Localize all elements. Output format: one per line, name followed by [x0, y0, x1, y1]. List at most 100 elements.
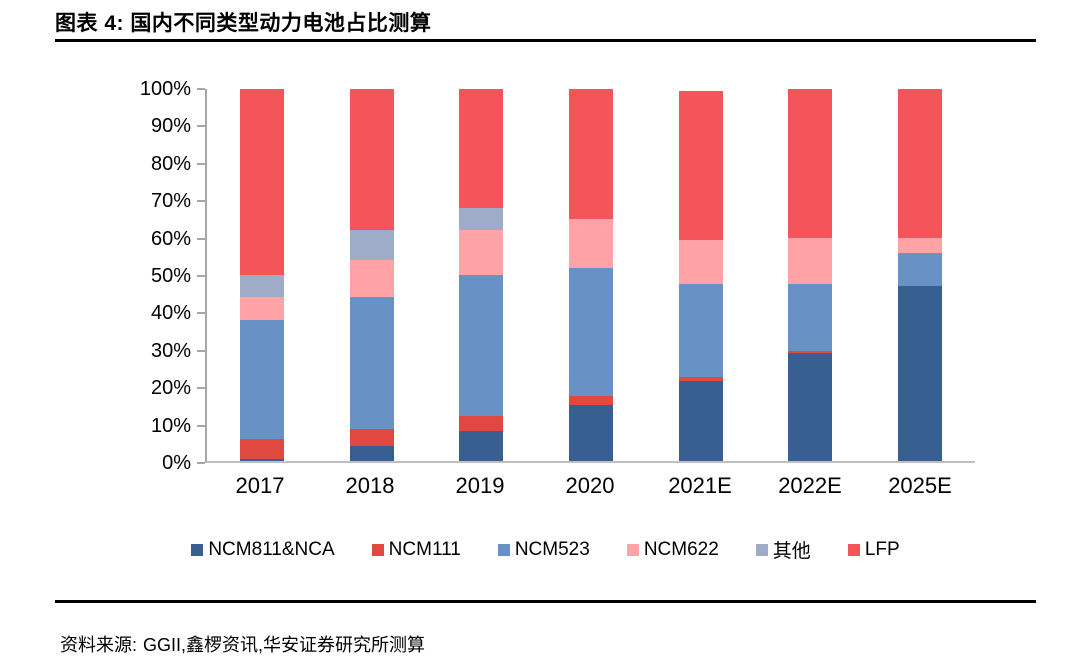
bar-segment-NCM811&NCA: [678, 381, 723, 461]
y-tick-mark: [197, 387, 205, 390]
x-axis-label-2022E: 2022E: [778, 473, 842, 498]
bar-segment-LFP: [569, 89, 614, 220]
y-tick-label: 30%: [150, 339, 191, 362]
bar-segment-LFP: [788, 89, 833, 238]
source-note: 资料来源: GGII,鑫椤资讯,华安证券研究所测算: [60, 631, 425, 657]
bar-slot-2021E: [646, 89, 756, 461]
bar-segment-NCM811&NCA: [239, 459, 284, 461]
legend-item-NCM622: NCM622: [626, 538, 719, 561]
bar-slot-2022E: [756, 89, 866, 461]
bar-slot-2018: [317, 89, 427, 461]
legend-swatch-icon: [191, 543, 204, 556]
x-axis-label-2025E: 2025E: [888, 473, 952, 498]
bar-slot-2019: [426, 89, 536, 461]
x-axis-label-2020: 2020: [565, 473, 615, 498]
legend-swatch-icon: [371, 543, 384, 556]
bar-segment-NCM811&NCA: [349, 446, 394, 461]
stacked-bar-2025E: [898, 89, 943, 461]
legend-swatch-icon: [626, 543, 639, 556]
source-label: 资料来源:: [60, 635, 138, 655]
legend-swatch-icon: [497, 543, 510, 556]
legend-item-NCM811&NCA: NCM811&NCA: [191, 538, 335, 561]
bar-segment-NCM523: [678, 284, 723, 378]
figure-title: 图表 4: 国内不同类型动力电池占比测算: [55, 12, 432, 35]
legend-item-NCM523: NCM523: [497, 538, 590, 561]
y-tick-mark: [197, 275, 205, 277]
bar-segment-NCM622: [678, 239, 723, 285]
y-tick-label: 80%: [150, 152, 191, 175]
bar-segment-NCM811&NCA: [898, 286, 943, 461]
stacked-bar-2021E: [678, 89, 723, 461]
bar-segment-NCM622: [788, 237, 833, 285]
y-axis: 100% 90% 80% 70% 60% 50% 40% 30% 20% 10% 0%: [118, 78, 205, 474]
legend-swatch-icon: [847, 543, 860, 556]
y-tick-mark: [197, 237, 205, 240]
bar-segment-LFP: [349, 89, 394, 231]
bar-segment-NCM811&NCA: [459, 431, 504, 461]
bar-segment-NCM811&NCA: [569, 405, 614, 461]
bar-slot-2017: [207, 89, 317, 461]
x-axis-label-2019: 2019: [455, 473, 505, 498]
bar-segment-其他: [459, 208, 504, 231]
bar-segment-LFP: [239, 89, 284, 276]
y-tick-label: 70%: [150, 190, 191, 213]
bar-segment-其他: [349, 230, 394, 261]
stacked-bar-2022E: [788, 89, 833, 461]
bar-segment-NCM622: [898, 237, 943, 253]
y-tick-mark: [197, 162, 205, 165]
bar-segment-LFP: [898, 89, 943, 238]
footer-divider: [55, 600, 1036, 603]
legend-label: NCM111: [388, 538, 461, 560]
plot-area: [205, 89, 975, 463]
bar-segment-NCM111: [349, 429, 394, 447]
y-tick-label: 60%: [150, 227, 191, 250]
bar-segment-NCM523: [898, 252, 943, 287]
y-tick-label: 40%: [150, 302, 191, 325]
x-axis-label-2018: 2018: [345, 473, 395, 498]
bar-segment-NCM111: [239, 438, 284, 460]
bar-segment-LFP: [459, 89, 504, 209]
bar-segment-NCM523: [788, 284, 833, 351]
bar-slot-2020: [536, 89, 646, 461]
bar-segment-NCM811&NCA: [788, 353, 833, 461]
title-divider: [55, 39, 1036, 42]
legend-item-LFP: LFP: [847, 538, 900, 561]
legend-label: NCM811&NCA: [208, 538, 335, 560]
x-axis-label-2021E: 2021E: [668, 473, 732, 498]
bar-segment-NCM523: [569, 267, 614, 396]
y-tick-label: 0%: [162, 452, 191, 474]
chart-legend: NCM811&NCA NCM111 NCM523 NCM622 其他 LFP: [55, 536, 1036, 563]
stacked-bar-2017: [239, 89, 284, 461]
legend-label: 其他: [772, 541, 811, 562]
bar-segment-NCM622: [459, 230, 504, 276]
y-tick-mark: [197, 88, 205, 90]
y-tick-label: 100%: [139, 78, 191, 100]
y-tick-label: 10%: [150, 414, 191, 437]
legend-label: LFP: [864, 538, 900, 560]
y-tick-mark: [197, 312, 205, 315]
y-tick-mark: [197, 200, 205, 203]
y-tick-mark: [197, 349, 205, 352]
legend-label: NCM622: [643, 538, 719, 560]
bar-segment-NCM523: [459, 275, 504, 417]
bar-segment-NCM622: [569, 219, 614, 268]
legend-label: NCM523: [514, 538, 590, 560]
source-text: GGII,鑫椤资讯,华安证券研究所测算: [143, 635, 426, 655]
x-axis-label-2017: 2017: [235, 473, 285, 498]
x-axis-labels: 2017 2018 2019 2020 2021E 2022E 2025E: [205, 473, 975, 499]
y-tick-label: 20%: [150, 377, 191, 400]
bar-segment-NCM523: [349, 297, 394, 430]
stacked-bar-2020: [569, 89, 614, 461]
bar-segment-NCM622: [349, 260, 394, 298]
bar-slot-2025E: [865, 89, 975, 461]
stacked-bar-2018: [349, 89, 394, 461]
legend-item-NCM111: NCM111: [371, 538, 461, 561]
y-tick-label: 90%: [150, 115, 191, 138]
stacked-bar-2019: [459, 89, 504, 461]
bar-segment-NCM111: [459, 416, 504, 432]
y-tick-mark: [197, 125, 205, 128]
bar-segment-LFP: [678, 90, 723, 240]
y-tick-mark: [197, 424, 205, 427]
bar-segment-其他: [239, 275, 284, 298]
y-tick-label: 50%: [150, 265, 191, 287]
